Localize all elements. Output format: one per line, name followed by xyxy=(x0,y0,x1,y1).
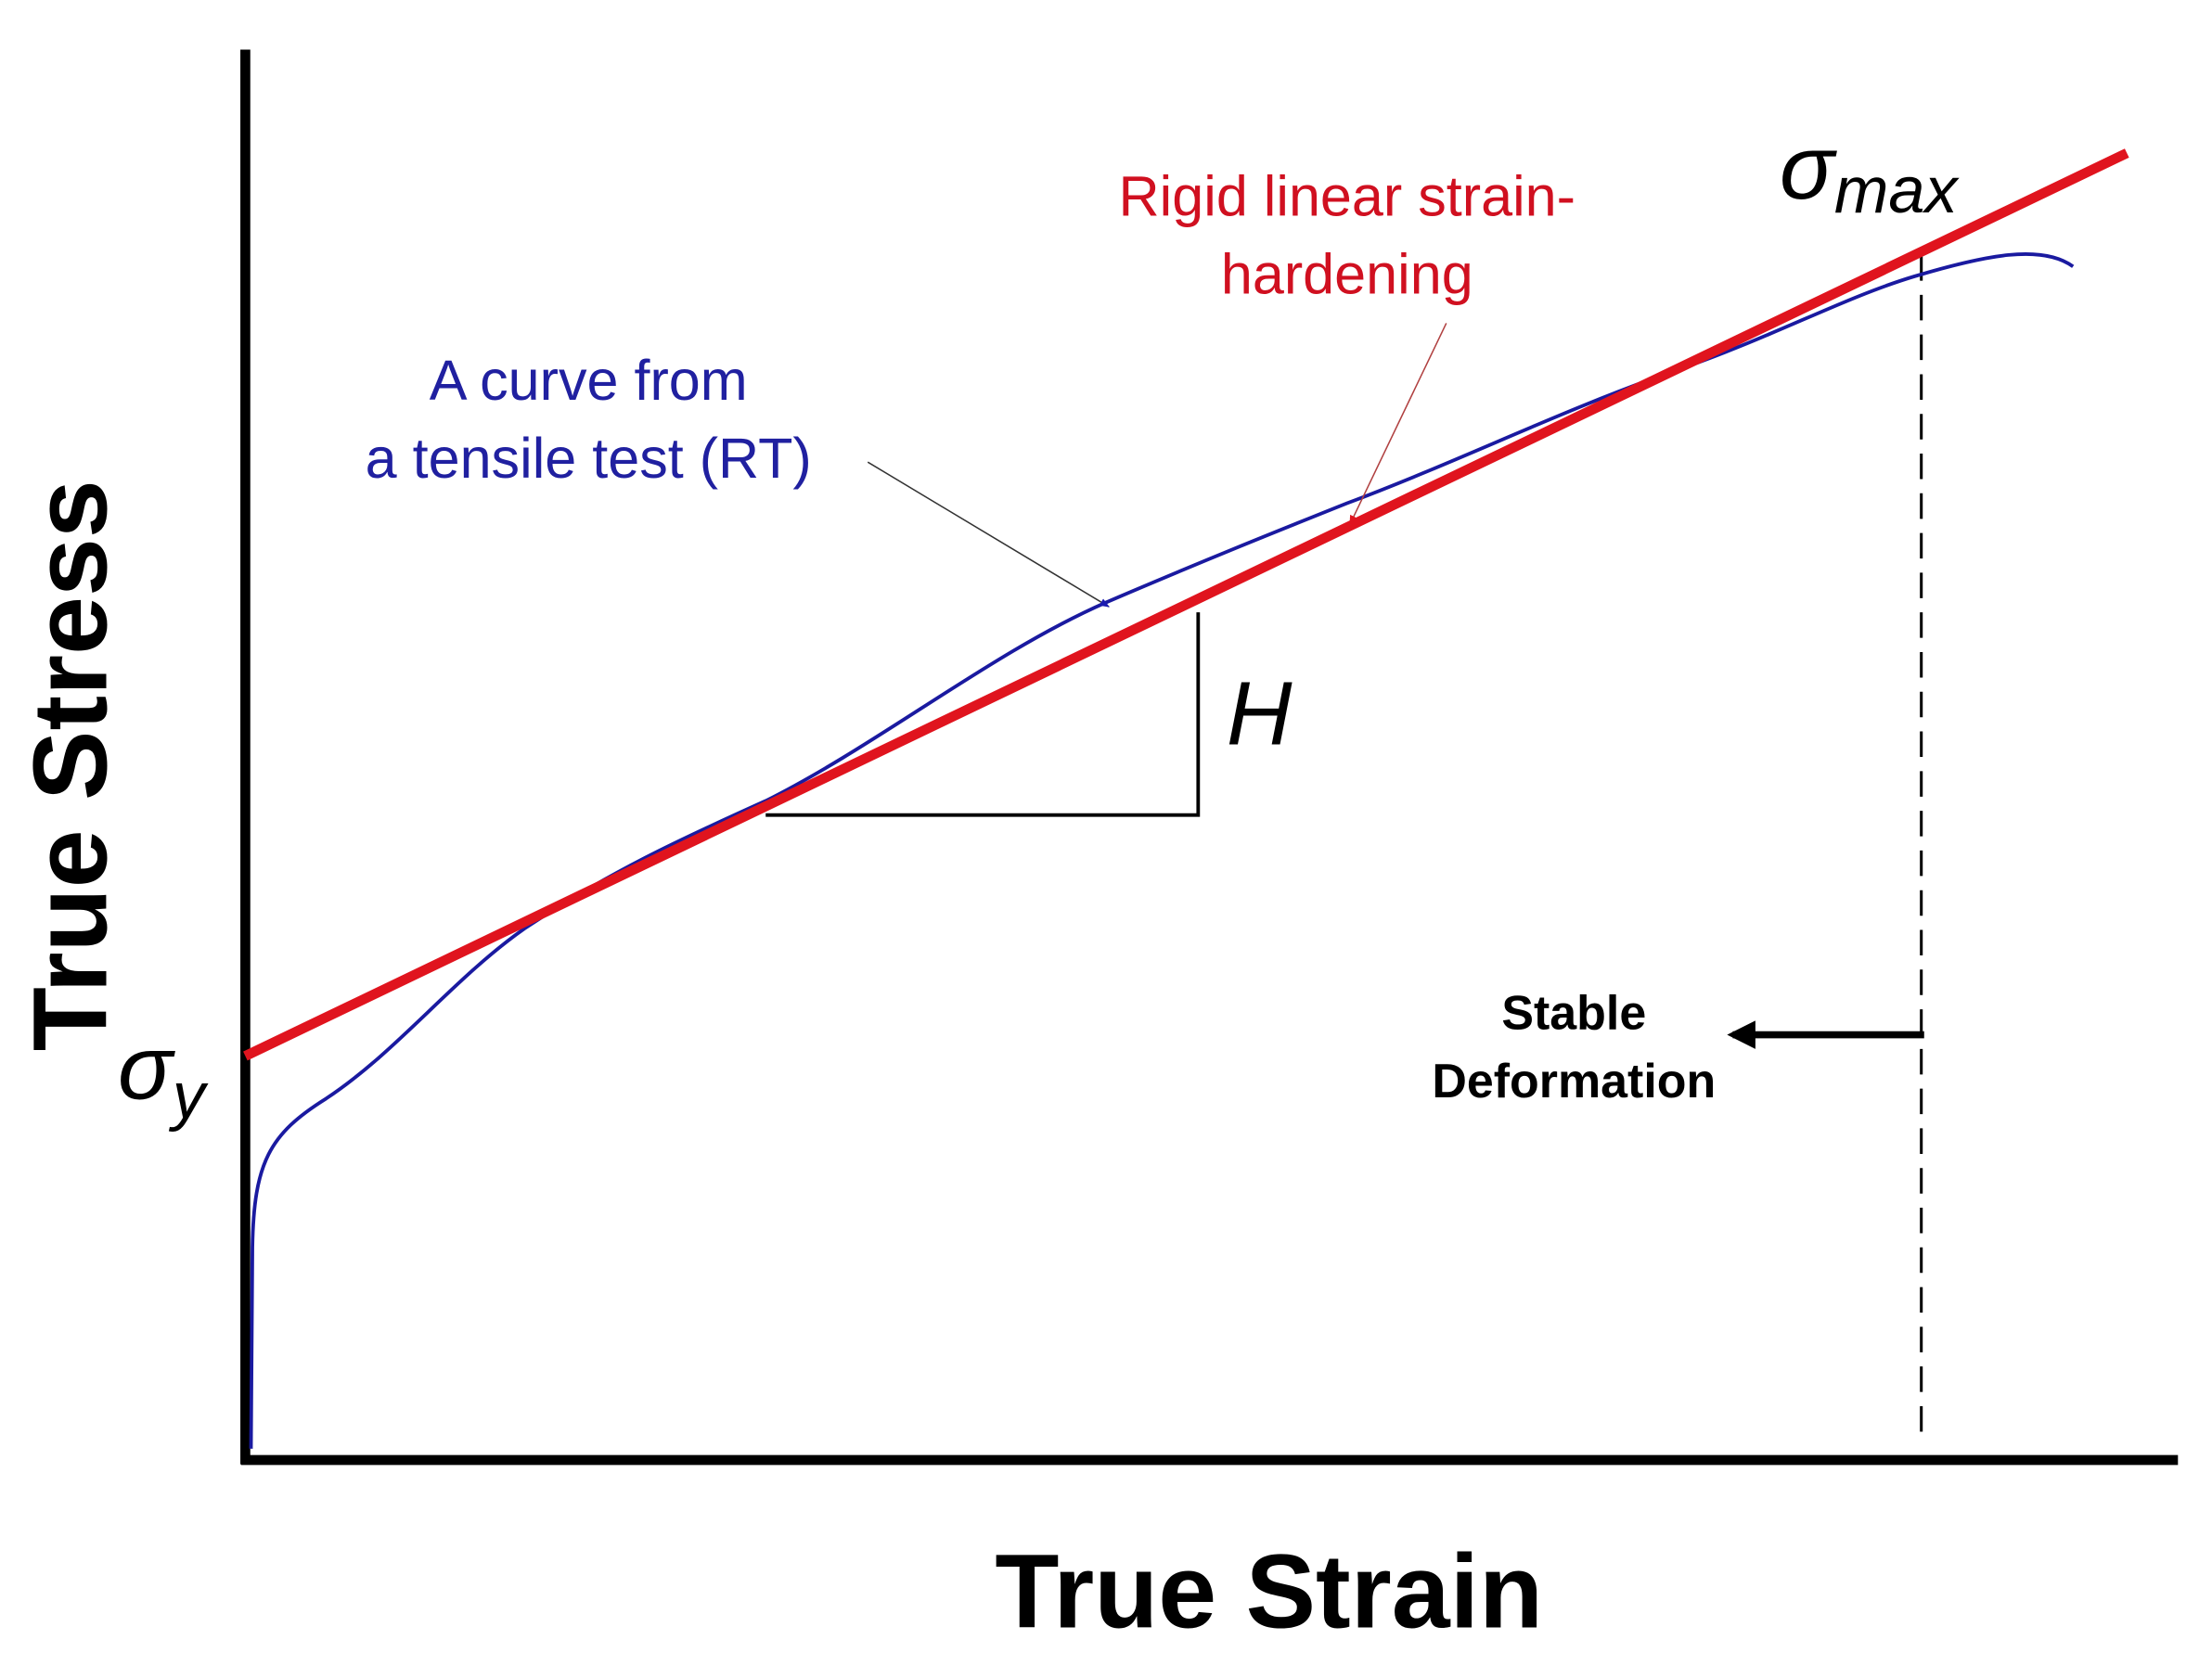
hardening-line xyxy=(243,148,2129,1061)
slope-label: H xyxy=(1227,661,1292,763)
y-axis-label: True Stress xyxy=(12,480,129,1051)
sigma-max: σmax xyxy=(1780,116,1961,226)
x-axis-label: True Strain xyxy=(995,1532,1543,1649)
slope-triangle xyxy=(765,612,1201,817)
stable-label: Stable Deformation xyxy=(1432,986,1716,1108)
curve-label: A curve from a tensile test (RT) xyxy=(366,349,812,490)
sigma-y: σy xyxy=(118,1016,209,1132)
hardening-label: Rigid linear strain-hardening xyxy=(1119,164,1575,305)
curve-leader xyxy=(867,461,1110,608)
line-leader xyxy=(1349,323,1447,526)
tensile-curve xyxy=(249,252,2075,1449)
